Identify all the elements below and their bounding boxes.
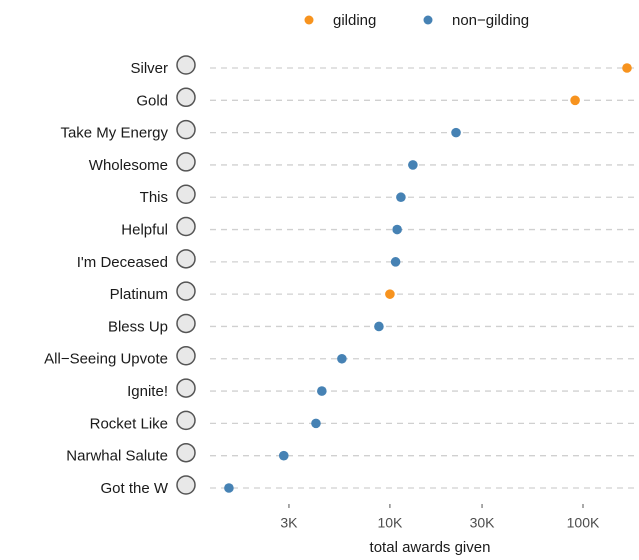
award-icon [176,281,196,301]
y-tick-label: I'm Deceased [77,254,168,271]
dot [337,353,347,364]
dot [451,127,461,138]
legend-label: gilding [333,12,376,29]
award-icon [176,249,196,269]
dot [396,192,406,203]
dot [622,63,632,73]
y-tick-label: Platinum [110,286,168,303]
y-tick-label: Narwhal Salute [66,448,168,465]
x-tick-label: 3K [280,515,298,531]
award-icon [176,475,196,495]
legend-marker [304,15,314,25]
award-icon [176,346,196,366]
y-tick-label: Rocket Like [90,415,168,432]
legend-marker [423,15,433,25]
y-tick-label: Gold [136,92,168,109]
dot [570,95,580,106]
award-icon [176,442,196,463]
y-tick-label: Got the W [100,480,168,497]
dot [311,418,321,429]
x-tick-label: 30K [470,515,496,531]
dot [317,386,327,396]
dot [374,321,384,332]
dot [278,450,289,461]
dot [390,257,401,267]
dot [392,224,402,235]
award-icon [176,119,196,140]
y-tick-label: All−Seeing Upvote [44,351,168,368]
x-tick-label: 100K [567,515,600,531]
y-tick-label: Wholesome [89,157,168,174]
legend-label: non−gilding [452,12,529,29]
y-tick-label: Helpful [121,222,168,239]
award-icon [176,410,196,431]
dot [224,483,234,493]
x-axis-label: total awards given [370,539,491,556]
dot [408,160,418,170]
award-icon [176,152,196,172]
dot [385,289,395,299]
award-icon [176,55,196,75]
award-icon [176,313,196,334]
x-tick-label: 10K [377,515,403,531]
award-icon [176,378,196,398]
y-tick-label: Silver [130,60,168,77]
award-icon [176,184,196,204]
y-tick-label: This [140,189,168,206]
award-icon [176,87,196,108]
y-tick-label: Ignite! [127,383,168,400]
y-tick-label: Take My Energy [60,125,168,142]
award-icon [176,216,196,237]
y-tick-label: Bless Up [108,318,168,335]
